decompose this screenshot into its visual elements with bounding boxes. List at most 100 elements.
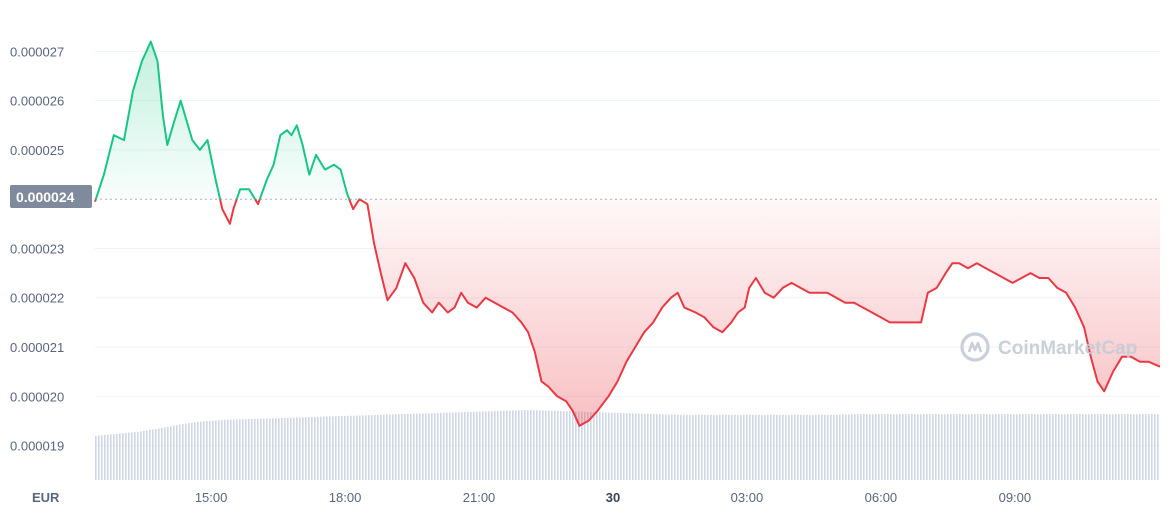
volume-bar [374, 414, 376, 480]
volume-bar [878, 414, 880, 480]
price-line[interactable] [94, 40, 1161, 427]
volume-bar [482, 411, 484, 480]
volume-bar [236, 419, 238, 480]
volume-bar [608, 412, 610, 480]
volume-bar [989, 414, 991, 480]
volume-bar [518, 410, 520, 480]
volume-bar [785, 414, 787, 480]
volume-bar [959, 414, 961, 480]
volume-bar [794, 414, 796, 480]
volume-bar [1037, 414, 1039, 480]
volume-bar [524, 410, 526, 480]
volume-bar [1091, 414, 1093, 480]
volume-bar [1130, 414, 1132, 480]
volume-bar [578, 411, 580, 480]
volume-bar [125, 432, 127, 480]
volume-bar [845, 414, 847, 480]
volume-bar [542, 410, 544, 480]
volume-bar [824, 414, 826, 480]
volume-bar [371, 415, 373, 480]
volume-bar [788, 414, 790, 480]
volume-bar [1073, 414, 1075, 480]
volume-bar [1094, 414, 1096, 480]
volume-bar [770, 414, 772, 480]
volume-bar [737, 414, 739, 480]
price-line-below[interactable] [94, 42, 1161, 427]
volume-bar [440, 412, 442, 480]
volume-bar [293, 417, 295, 480]
volume-bar [842, 414, 844, 480]
volume-bar [572, 411, 574, 480]
volume-bar [359, 415, 361, 480]
volume-bar [362, 415, 364, 480]
volume-bar [272, 418, 274, 480]
volume-bar [581, 411, 583, 480]
volume-bar [746, 414, 748, 480]
volume-bar [551, 410, 553, 480]
price-area-fill [95, 41, 1160, 426]
volume-bar [230, 419, 232, 480]
volume-bar [650, 413, 652, 480]
volume-bar [164, 427, 166, 480]
volume-bar [833, 414, 835, 480]
volume-bar [1133, 414, 1135, 480]
volume-bar [140, 431, 142, 480]
volume-bar [935, 414, 937, 480]
volume-bar [590, 411, 592, 480]
volume-bar [464, 412, 466, 480]
volume-bar [656, 414, 658, 480]
volume-bar [455, 412, 457, 480]
volume-bar [263, 418, 265, 480]
currency-unit-label: EUR [32, 490, 60, 505]
volume-bar [671, 414, 673, 480]
volume-bar [185, 423, 187, 480]
volume-bar [554, 410, 556, 480]
volume-bar [797, 414, 799, 480]
x-tick-label: 09:00 [999, 490, 1032, 505]
coinmarketcap-logo-icon [960, 332, 990, 362]
volume-bar [1109, 414, 1111, 480]
volume-bar [1055, 414, 1057, 480]
volume-bar [1004, 414, 1006, 480]
volume-bar [407, 413, 409, 480]
volume-bar [905, 414, 907, 480]
volume-bar [461, 412, 463, 480]
volume-bar [728, 414, 730, 480]
volume-bar [632, 413, 634, 480]
x-tick-label: 03:00 [731, 490, 764, 505]
volume-bar [380, 414, 382, 480]
volume-bar [668, 414, 670, 480]
volume-bar [248, 419, 250, 480]
volume-bar [392, 414, 394, 480]
volume-bar [395, 414, 397, 480]
volume-bar [635, 413, 637, 480]
volume-bar [239, 419, 241, 480]
volume-bar [695, 414, 697, 480]
watermark: CoinMarketCap [960, 332, 1137, 362]
volume-bar [611, 412, 613, 480]
volume-bar [779, 414, 781, 480]
volume-bar [776, 414, 778, 480]
volume-bar [902, 414, 904, 480]
volume-bar [209, 420, 211, 480]
volume-bar [308, 417, 310, 480]
volume-bar [803, 414, 805, 480]
volume-bar [1142, 414, 1144, 480]
volume-bar [1013, 414, 1015, 480]
volume-bar [1028, 414, 1030, 480]
volume-bar [149, 429, 151, 480]
volume-bar [194, 422, 196, 480]
volume-bar [836, 414, 838, 480]
volume-bar [1064, 414, 1066, 480]
volume-bar [602, 412, 604, 480]
volume-bar [317, 416, 319, 480]
volume-bar [860, 414, 862, 480]
volume-bar [353, 415, 355, 480]
volume-bar [224, 419, 226, 480]
volume-bar [752, 414, 754, 480]
volume-bar [782, 414, 784, 480]
volume-bar [644, 413, 646, 480]
volume-bar [179, 424, 181, 480]
